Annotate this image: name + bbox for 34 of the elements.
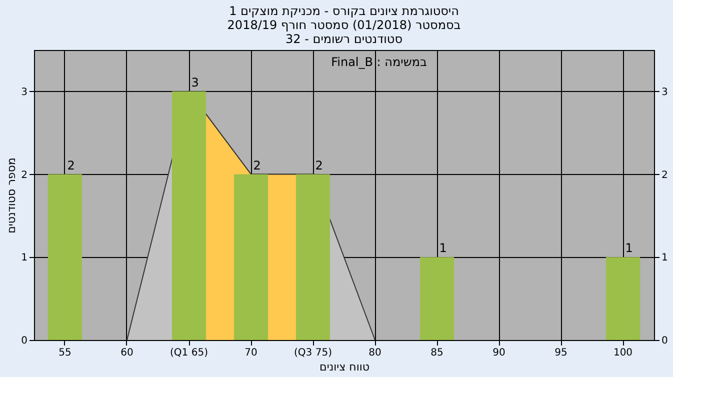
annotation: Final_B : במשימה [331, 55, 427, 69]
y2-tick-label: 3 [662, 86, 668, 98]
bar [234, 174, 268, 340]
y-axis-title: מספר סטודנטים [5, 158, 18, 234]
x-tick-label: 85 [430, 348, 444, 358]
bar [420, 257, 454, 340]
x-tick-label: 95 [554, 348, 568, 358]
text: סטודנטים רשומים - 32 [285, 32, 403, 46]
x-tick-label: 100 [613, 348, 633, 358]
bar [606, 257, 640, 340]
text: היסטוגרמת ציונים בקורס - מכניקת מוצקים 1 [229, 4, 459, 18]
data-label: 1 [625, 241, 633, 256]
data-label: 2 [67, 158, 75, 172]
y2-tick-label: 2 [662, 170, 668, 181]
y-tick-label: 1 [21, 252, 28, 264]
x-axis-title: טווח ציונים [320, 360, 370, 374]
x-tick-label: (Q1 65) [170, 348, 208, 358]
x-tick-label: 55 [58, 348, 72, 358]
data-label: 3 [191, 75, 199, 90]
data-label: 1 [439, 241, 447, 256]
x-tick-label: 60 [120, 348, 134, 358]
text: בסמסטר (01/2018) סמסטר חורף 2018/19 [227, 18, 461, 32]
x-tick-label: 70 [244, 348, 258, 358]
x-tick-label: 80 [368, 348, 382, 358]
y-tick-label: 3 [21, 86, 28, 98]
y-tick-label: 2 [21, 170, 28, 181]
bar [48, 174, 82, 340]
data-label: 2 [315, 158, 323, 172]
y2-tick-label: 0 [662, 336, 668, 346]
x-tick-label: (Q3 75) [294, 348, 332, 358]
y2-tick-label: 1 [662, 252, 668, 264]
y-tick-label: 0 [21, 336, 28, 346]
data-label: 2 [253, 158, 261, 172]
x-tick-label: 90 [492, 348, 506, 358]
